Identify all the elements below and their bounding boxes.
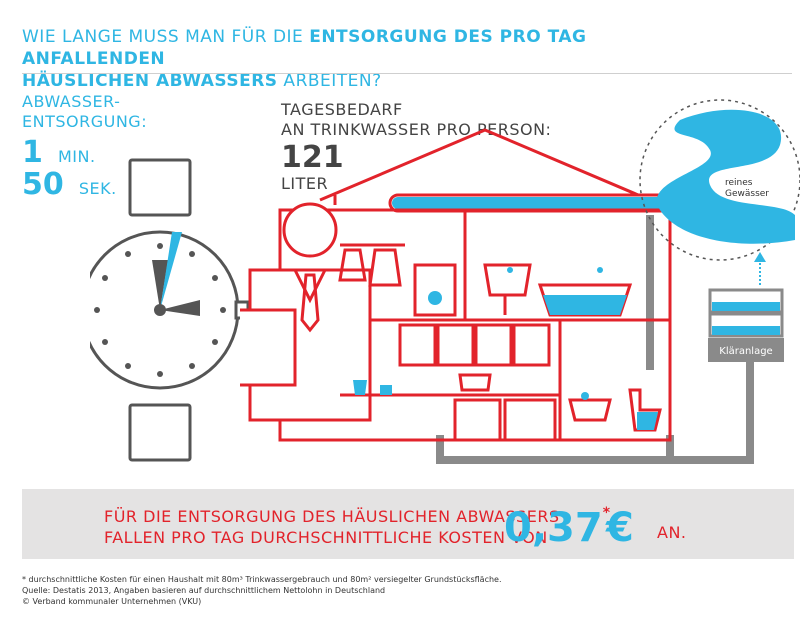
currency-symbol: € [606, 505, 634, 551]
minutes-value: 1 [22, 135, 43, 170]
clean-water-label-line2: Gewässer [725, 189, 769, 199]
seconds-unit: SEK. [78, 179, 117, 198]
clean-water-label: reines Gewässer [725, 178, 769, 199]
water-demand-unit: LITER [281, 174, 329, 193]
clean-water-label-line1: reines [725, 178, 753, 188]
water-demand-value: 121 [281, 140, 344, 175]
footer-source: Quelle: Destatis 2013, Angaben basieren … [22, 586, 386, 595]
cost-value: 0,37* [504, 505, 610, 551]
title-part1: WIE LANGE MUSS MAN FÜR DIE [22, 27, 310, 47]
demand-label-line1: TAGESBEDARF [281, 100, 403, 119]
cost-banner [22, 489, 794, 559]
treatment-plant-label: Kläranlage [719, 346, 772, 357]
seconds-value: 50 [22, 167, 64, 202]
price-value: 0,37 [504, 505, 603, 551]
title-part2: ENTSORGUNG DES PRO TAG ANFALLENDEN [22, 27, 587, 69]
cost-banner-text: FÜR DIE ENTSORGUNG DES HÄUSLICHEN ABWASS… [104, 506, 560, 548]
page-title: WIE LANGE MUSS MAN FÜR DIE ENTSORGUNG DE… [22, 26, 662, 92]
title-part4: ARBEITEN? [277, 71, 382, 91]
banner-line1: FÜR DIE ENTSORGUNG DES HÄUSLICHEN ABWASS… [104, 507, 560, 526]
water-demand-label: TAGESBEDARF AN TRINKWASSER PRO PERSON: [281, 100, 551, 140]
disposal-label-line2: ENTSORGUNG: [22, 112, 148, 131]
footer-note: * durchschnittliche Kosten für einen Hau… [22, 575, 502, 584]
footer-copyright: © Verband kommunaler Unternehmen (VKU) [22, 597, 202, 606]
title-part3: HÄUSLICHEN ABWASSERS [22, 71, 278, 91]
title-divider [22, 73, 792, 74]
minutes-unit: MIN. [57, 147, 96, 166]
footer: * durchschnittliche Kosten für einen Hau… [22, 574, 502, 607]
price-suffix: AN. [657, 523, 687, 542]
disposal-minutes: 1 MIN. [22, 136, 96, 170]
disposal-time-label: ABWASSER- ENTSORGUNG: [22, 92, 147, 132]
house-illustration: reines Gewässer Kläranlage [240, 99, 800, 464]
price-footnote-star: * [602, 505, 611, 521]
wristwatch-icon [90, 158, 250, 462]
disposal-label-line1: ABWASSER- [22, 92, 121, 111]
disposal-seconds: 50 SEK. [22, 168, 117, 202]
demand-label-line2: AN TRINKWASSER PRO PERSON: [281, 120, 552, 139]
banner-line2: FALLEN PRO TAG DURCHSCHNITTLICHE KOSTEN … [104, 528, 548, 547]
